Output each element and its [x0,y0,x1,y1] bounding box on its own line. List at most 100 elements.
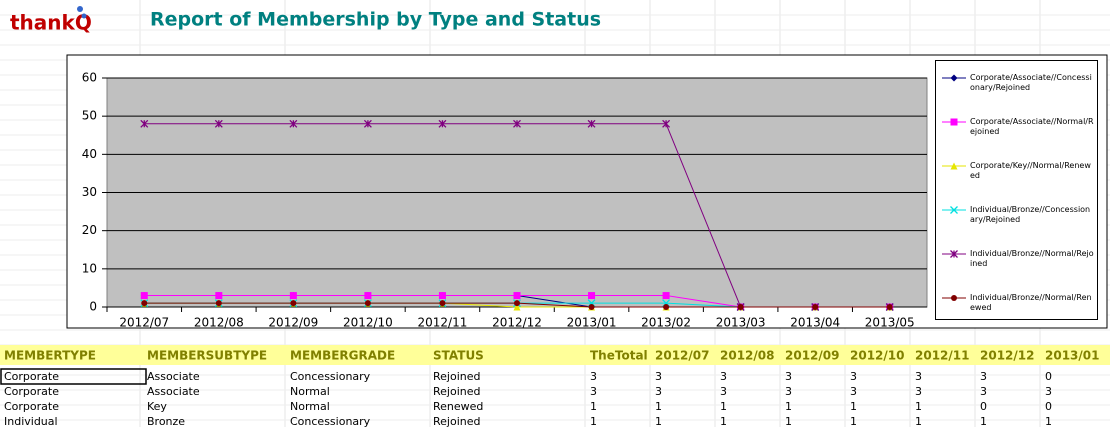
table-cell: 1 [785,415,792,427]
table-cell: 3 [655,385,662,398]
logo-dot [81,13,87,19]
y-tick-label: 0 [89,300,97,314]
table-cell: 3 [915,370,922,383]
column-header: STATUS [433,349,484,363]
table-cell: 1 [720,400,727,413]
marker [737,304,744,310]
table-cell: 3 [655,370,662,383]
marker [140,292,148,300]
table-cell: 3 [980,370,987,383]
table-cell: 3 [785,370,792,383]
marker [215,292,223,300]
legend-key [942,295,966,301]
x-tick-label: 2013/05 [865,316,915,330]
marker [663,304,670,310]
y-tick-label: 50 [82,109,97,123]
table-cell: 1 [655,400,662,413]
marker [363,119,372,128]
table-cell: Concessionary [290,415,371,427]
table-cell: 1 [720,415,727,427]
table-header-bg [0,345,1110,365]
y-tick-label: 40 [82,147,97,161]
table-cell: 1 [850,415,857,427]
table-cell: 1 [850,400,857,413]
marker [141,300,148,307]
report-title: Report of Membership by Type and Status [150,9,601,31]
marker [214,119,223,128]
table-cell: Renewed [433,400,483,413]
column-header: 2012/09 [785,349,839,363]
table-cell: Corporate [4,400,59,413]
selected-cell[interactable] [0,368,147,385]
marker [364,292,372,300]
legend-key [942,74,966,82]
marker [140,119,149,128]
table-cell: Corporate [4,370,59,383]
x-tick-label: 2012/09 [268,316,318,330]
x-tick-label: 2012/12 [492,316,542,330]
table-cell: Concessionary [290,370,371,383]
table-cell: Bronze [147,415,185,427]
legend-label: Individual/Bronze//Normal/Renewed [970,293,1092,312]
legend-entry: Corporate/Key//Normal/Renewed [940,161,1095,181]
marker [886,304,893,310]
table-cell: 3 [785,385,792,398]
legend-label: Corporate/Associate//Concessionary/Rejoi… [970,73,1092,92]
table-cell: 3 [720,370,727,383]
marker [513,119,521,128]
table-cell: Rejoined [433,415,480,427]
marker [588,292,596,300]
table-cell: Rejoined [433,385,480,398]
legend-key [942,206,966,214]
legend-label: Corporate/Key//Normal/Renewed [970,161,1091,180]
marker [587,119,596,128]
x-tick-label: 2013/03 [716,316,766,330]
marker [215,300,222,307]
marker [588,304,595,310]
column-header: MEMBERGRADE [290,349,395,363]
table-cell: Normal [290,385,330,398]
table-cell: 1 [980,415,987,427]
table-cell: 3 [1045,385,1052,398]
legend-entry: Individual/Bronze//Normal/Renewed [940,293,1095,313]
table-cell: Rejoined [433,370,480,383]
marker [513,292,521,300]
legend-key [942,162,966,170]
legend-key [942,250,966,258]
table-cell: Normal [290,400,330,413]
marker [950,206,958,214]
table-cell: 0 [980,400,987,413]
table-cell: 3 [980,385,987,398]
legend-entry: Individual/Bronze//Normal/Rejoined [940,249,1095,269]
x-tick-label: 2012/11 [418,316,468,330]
column-header: 2012/12 [980,349,1034,363]
x-tick-label: 2012/10 [343,316,393,330]
marker [364,300,371,307]
marker [662,292,670,300]
chart: 0 10 20 30 40 50 60 2012/07 2012/08 2012/09 2012/1… [82,71,927,330]
column-header: MEMBERTYPE [4,349,96,363]
marker [290,300,297,307]
table-cell: 1 [915,415,922,427]
marker [812,304,819,310]
column-header: 2013/01 [1045,349,1099,363]
column-header: 2012/11 [915,349,969,363]
x-tick-label: 2012/08 [194,316,244,330]
marker [439,300,446,307]
column-header: MEMBERSUBTYPE [147,349,267,363]
column-header: 2012/07 [655,349,709,363]
table-cell: 3 [850,385,857,398]
table-cell: 1 [590,400,597,413]
table-cell: 3 [590,385,597,398]
table-cell: Associate [147,385,200,398]
marker [438,292,446,300]
marker [289,292,297,300]
table-cell: 0 [1045,400,1052,413]
marker [950,74,958,82]
y-tick-label: 10 [82,261,97,275]
table-cell: 3 [915,385,922,398]
y-tick-label: 30 [82,185,97,199]
marker [289,119,298,128]
